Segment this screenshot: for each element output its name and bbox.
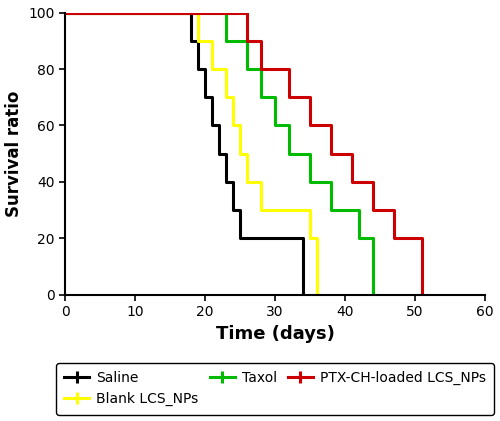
Y-axis label: Survival ratio: Survival ratio — [4, 91, 22, 217]
X-axis label: Time (days): Time (days) — [216, 325, 334, 343]
Legend: Saline, Blank LCS_NPs, Taxol, PTX-CH-loaded LCS_NPs: Saline, Blank LCS_NPs, Taxol, PTX-CH-loa… — [56, 363, 494, 415]
